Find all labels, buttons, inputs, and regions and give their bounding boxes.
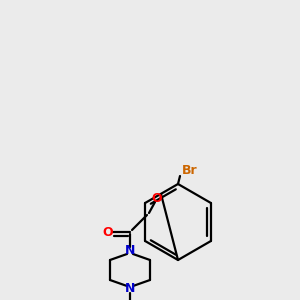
- Text: O: O: [103, 226, 113, 238]
- Text: N: N: [125, 283, 135, 296]
- Text: O: O: [152, 191, 162, 205]
- Text: Br: Br: [182, 164, 198, 176]
- Text: N: N: [125, 244, 135, 257]
